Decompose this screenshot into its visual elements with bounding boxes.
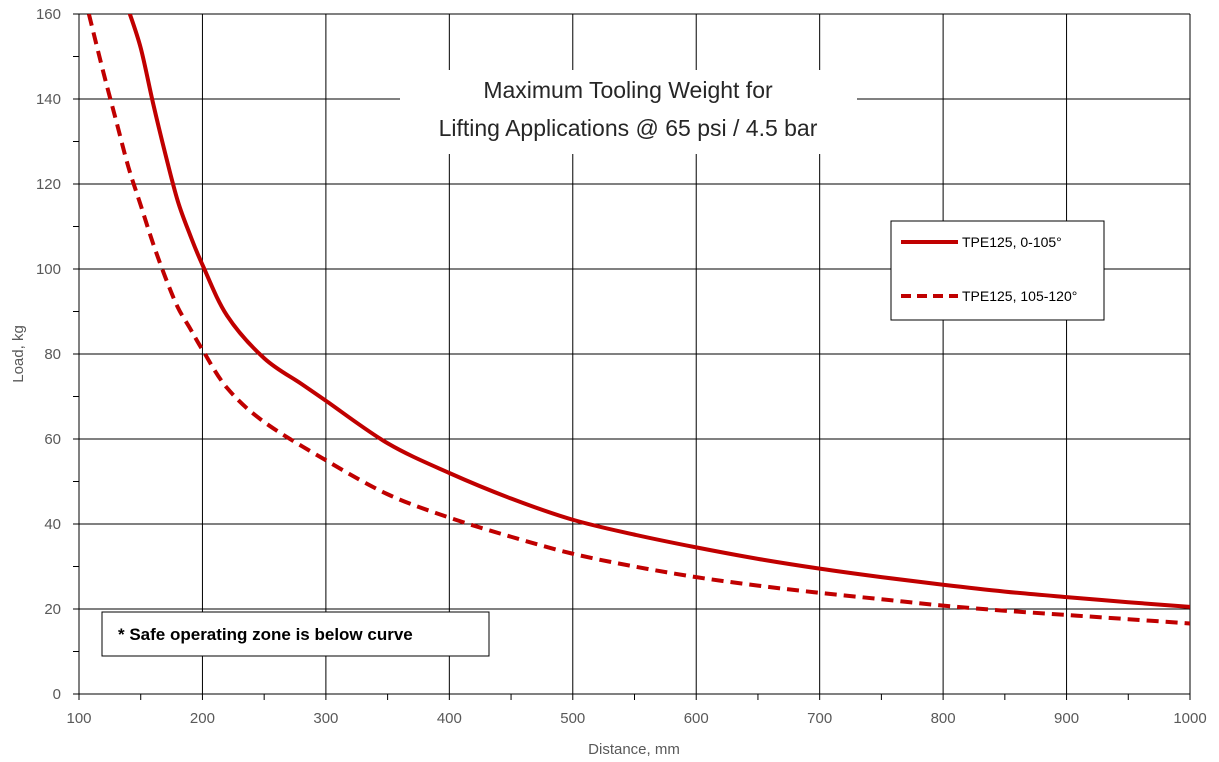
x-tick-label: 900 — [1054, 710, 1079, 727]
chart-title: Maximum Tooling Weight for Lifting Appli… — [400, 70, 857, 154]
y-tick-label: 120 — [36, 176, 61, 193]
x-axis-title: Distance, mm — [588, 741, 680, 758]
legend: TPE125, 0-105° TPE125, 105-120° — [890, 220, 1105, 321]
x-tick-label: 500 — [560, 710, 585, 727]
note: * Safe operating zone is below curve — [101, 611, 490, 657]
legend-label-solid: TPE125, 0-105° — [962, 234, 1062, 250]
legend-label-dashed: TPE125, 105-120° — [962, 288, 1077, 304]
y-tick-label: 60 — [44, 431, 61, 448]
y-axis-title: Load, kg — [10, 325, 27, 383]
note-box — [101, 611, 490, 657]
note-text: * Safe operating zone is below curve — [118, 625, 413, 644]
series-line-dashed — [86, 14, 1190, 626]
y-tick-label: 20 — [44, 601, 61, 618]
x-tick-label: 800 — [931, 710, 956, 727]
x-tick-label: 300 — [313, 710, 338, 727]
axes: 100 200 300 400 500 600 700 800 900 1000 0 20 40 60 80… — [36, 6, 1207, 727]
x-tick-label: 700 — [807, 710, 832, 727]
y-tick-label: 40 — [44, 516, 61, 533]
y-tick-label: 80 — [44, 346, 61, 363]
legend-box — [890, 220, 1105, 321]
x-tick-label: 200 — [190, 710, 215, 727]
chart-title-line-2: Lifting Applications @ 65 psi / 4.5 bar — [439, 115, 818, 141]
x-tick-label: 600 — [684, 710, 709, 727]
y-tick-label: 100 — [36, 261, 61, 278]
series-lines — [86, 14, 1190, 626]
x-tick-label: 1000 — [1173, 710, 1206, 727]
x-tick-label: 100 — [66, 710, 91, 727]
y-tick-label: 140 — [36, 91, 61, 108]
x-tick-label: 400 — [437, 710, 462, 727]
series-line-solid — [127, 14, 1190, 609]
y-tick-label: 0 — [53, 686, 61, 703]
y-tick-label: 160 — [36, 6, 61, 23]
chart-title-line-1: Maximum Tooling Weight for — [483, 77, 773, 103]
chart-title-background — [400, 70, 857, 154]
